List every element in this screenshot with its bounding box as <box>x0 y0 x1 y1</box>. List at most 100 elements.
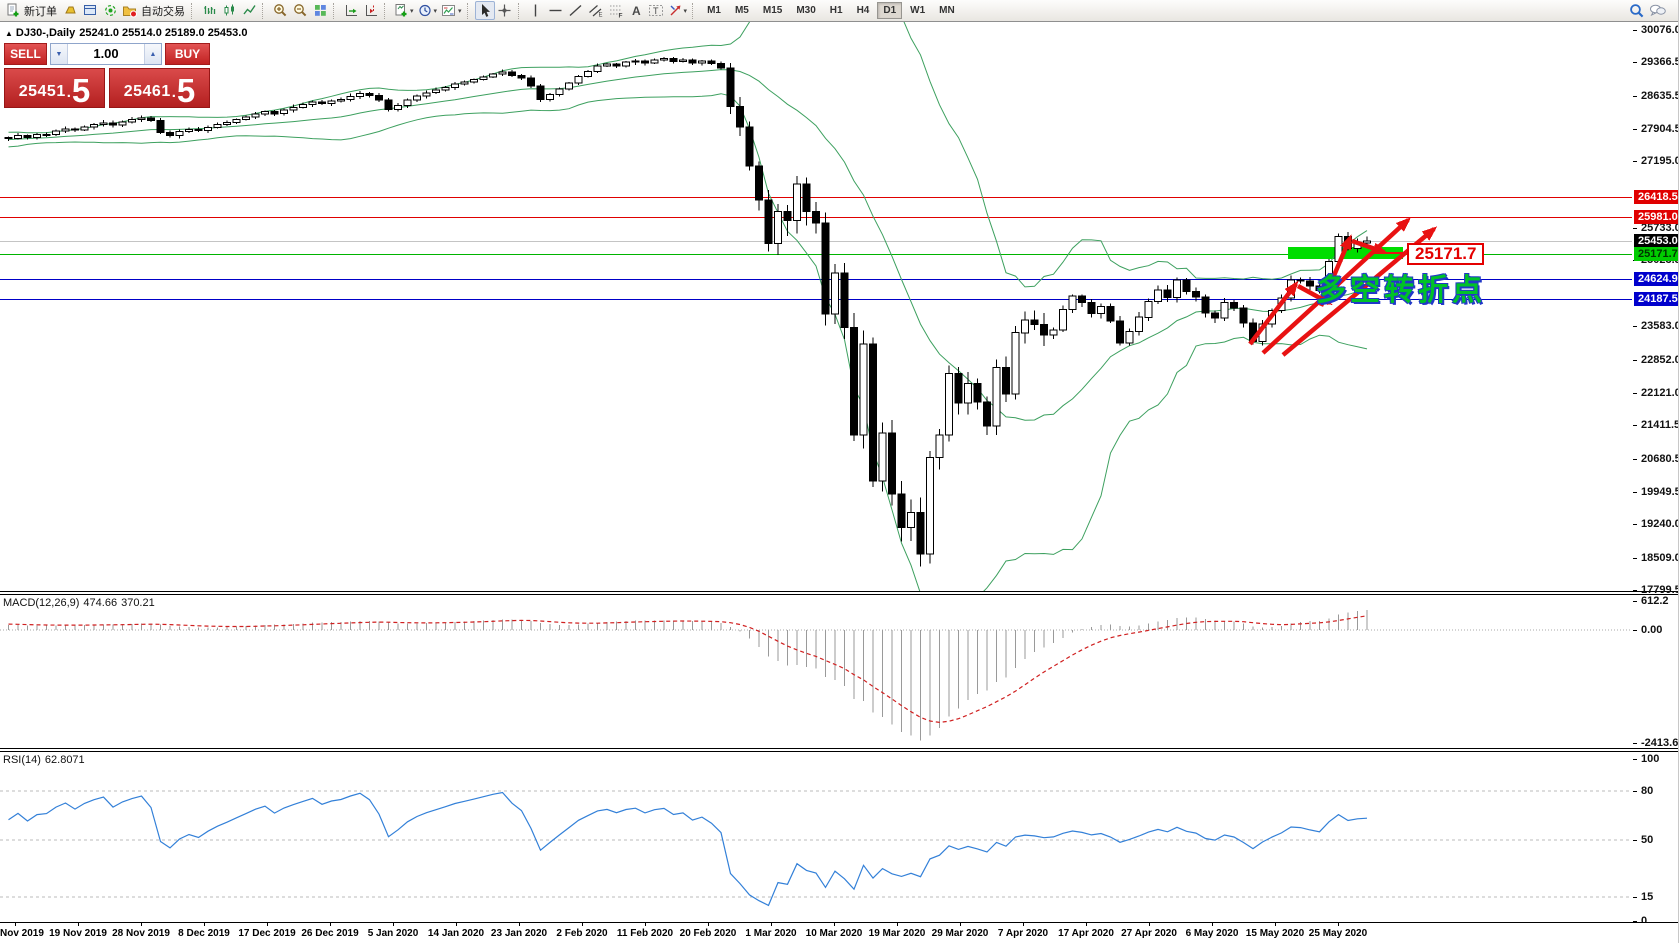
time-tick <box>897 923 898 926</box>
time-tick <box>330 923 331 926</box>
zoom-out-icon[interactable] <box>290 1 310 20</box>
price-tick-label: 28635.5 <box>1641 90 1679 102</box>
rsi-tick-label: 80 <box>1641 785 1654 797</box>
time-tick-label: 19 Nov 2019 <box>49 928 107 939</box>
rsi-tick-label: 100 <box>1641 753 1660 765</box>
svg-text:A: A <box>632 4 641 18</box>
horizontal-line-tool-icon[interactable] <box>546 1 566 20</box>
price-tick-label: 30076.0 <box>1641 24 1679 36</box>
time-tick-label: 25 May 2020 <box>1308 928 1368 939</box>
time-tick-label: 5 Jan 2020 <box>367 928 419 939</box>
rsi-plot <box>0 752 1678 922</box>
macd-tick-label: 0.00 <box>1641 624 1663 636</box>
volume-decrease-button[interactable]: ▼ <box>51 44 68 64</box>
price-level-badge: 25453.0 <box>1634 234 1678 248</box>
macd-value: 474.66 <box>83 597 118 609</box>
time-tick <box>1275 923 1276 926</box>
signals-icon[interactable] <box>100 1 120 20</box>
time-tick <box>834 923 835 926</box>
auto-scroll-icon[interactable] <box>341 1 361 20</box>
axis-tick <box>1633 459 1637 460</box>
panel-separator[interactable] <box>0 748 1678 752</box>
buy-price-main: 25461 <box>123 83 171 100</box>
axis-tick <box>1633 897 1637 898</box>
text-label-tool-icon[interactable]: T <box>646 1 666 20</box>
macd-panel[interactable]: MACD(12,26,9) 474.66 370.21 612.2 0.00 -2413… <box>0 595 1679 749</box>
new-chart-icon[interactable]: ▾ <box>392 1 416 20</box>
time-tick-label: 23 Jan 2020 <box>490 928 548 939</box>
time-tick-label: 17 Dec 2019 <box>238 928 296 939</box>
trendline-tool-icon[interactable] <box>566 1 586 20</box>
candlestick-chart-icon[interactable] <box>219 1 239 20</box>
price-tick-label: 18509.0 <box>1641 552 1679 564</box>
timeframe-h1[interactable]: H1 <box>829 5 843 16</box>
crosshair-tool-icon[interactable] <box>495 1 515 20</box>
search-icon[interactable] <box>1627 1 1647 20</box>
market-watch-icon[interactable] <box>60 1 80 20</box>
volume-value[interactable]: 1.00 <box>93 46 119 61</box>
new-order-icon[interactable] <box>3 1 23 20</box>
timeframe-m1[interactable]: M1 <box>707 5 721 16</box>
toolbar-grip <box>333 2 338 19</box>
axis-tick <box>1633 590 1637 591</box>
rsi-panel[interactable]: RSI(14) 62.8071 100 80 50 15 0 <box>0 752 1678 927</box>
templates-icon[interactable]: ▾ <box>439 1 464 20</box>
time-tick-label: 6 May 2020 <box>1185 928 1239 939</box>
chart-ohlc-values: 25241.0 25514.0 25189.0 25453.0 <box>79 27 248 39</box>
price-tick-label: 22852.0 <box>1641 354 1679 366</box>
time-tick <box>1149 923 1150 926</box>
text-tool-icon[interactable]: A <box>626 1 646 20</box>
sell-price-frac: 5 <box>71 71 91 109</box>
profiles-icon[interactable]: ▾ <box>416 1 440 20</box>
tile-windows-icon[interactable] <box>310 1 330 20</box>
candlestick-chart[interactable] <box>0 22 1678 591</box>
axis-tick <box>1633 921 1637 922</box>
buy-button[interactable]: BUY <box>165 43 210 65</box>
bar-chart-icon[interactable] <box>199 1 219 20</box>
chart-shift-icon[interactable] <box>361 1 381 20</box>
timeframe-d1[interactable]: D1 <box>877 2 903 19</box>
timeframe-w1[interactable]: W1 <box>910 5 926 16</box>
time-tick <box>519 923 520 926</box>
timeframe-mn[interactable]: MN <box>939 5 955 16</box>
volume-increase-button[interactable]: ▲ <box>144 44 161 64</box>
cursor-tool-icon[interactable] <box>474 1 495 20</box>
line-chart-icon[interactable] <box>239 1 259 20</box>
timeframe-m5[interactable]: M5 <box>734 5 749 16</box>
svg-text:E: E <box>598 13 602 19</box>
time-tick <box>15 923 16 926</box>
zoom-in-icon[interactable] <box>270 1 290 20</box>
rsi-tick-label: 50 <box>1641 834 1654 846</box>
channel-tool-icon[interactable]: E <box>586 1 606 20</box>
time-tick-label: 2 Feb 2020 <box>556 928 608 939</box>
toolbar-grip <box>692 2 697 19</box>
time-tick-label: 29 Mar 2020 <box>931 928 989 939</box>
vertical-line-tool-icon[interactable] <box>526 1 546 20</box>
timeframe-m30[interactable]: M30 <box>796 5 816 16</box>
time-tick-label: 20 Feb 2020 <box>679 928 737 939</box>
panel-separator[interactable] <box>0 591 1678 595</box>
fibonacci-tool-icon[interactable]: F <box>606 1 626 20</box>
new-order-label[interactable]: 新订单 <box>24 5 57 18</box>
rsi-value: 62.8071 <box>44 754 85 766</box>
price-chart-panel[interactable]: ▲ DJ30-,Daily 25241.0 25514.0 25189.0 2545… <box>0 22 1679 596</box>
time-tick-label: 8 Dec 2019 <box>178 928 230 939</box>
data-window-icon[interactable] <box>80 1 100 20</box>
macd-tick-label: -2413.62 <box>1641 737 1679 749</box>
price-level-badge: 26418.5 <box>1634 190 1678 204</box>
chat-icon[interactable] <box>1647 1 1669 20</box>
toolbar-grip <box>262 2 267 19</box>
timeframe-m15[interactable]: M15 <box>762 5 783 16</box>
annotation-text-cn: 多空转折点 <box>1316 274 1486 307</box>
sell-button[interactable]: SELL <box>4 43 47 65</box>
buy-quote[interactable]: 25461. 5 <box>109 68 210 108</box>
sell-quote[interactable]: 25451. 5 <box>4 68 105 108</box>
shapes-tool-icon[interactable]: ▾ <box>666 1 690 20</box>
timeframe-h4[interactable]: H4 <box>856 5 870 16</box>
autotrading-label[interactable]: 自动交易 <box>141 5 185 18</box>
price-tick-label: 17799.5 <box>1641 584 1679 596</box>
time-tick <box>582 923 583 926</box>
time-tick <box>960 923 961 926</box>
axis-tick <box>1633 326 1637 327</box>
autotrading-icon[interactable] <box>120 1 140 20</box>
